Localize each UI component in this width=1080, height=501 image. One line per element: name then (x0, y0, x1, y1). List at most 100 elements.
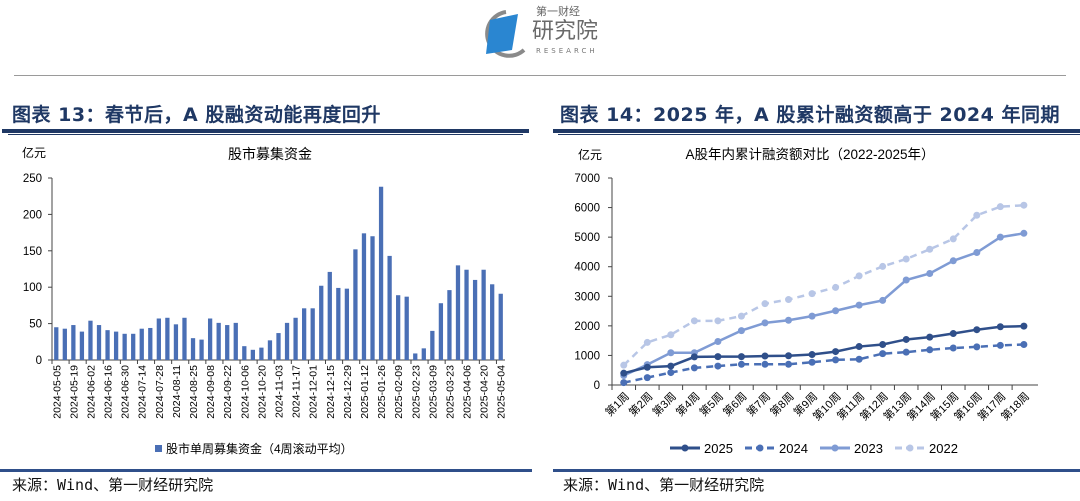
data-point-2025 (902, 335, 910, 343)
legend-marker-2023 (831, 444, 839, 452)
data-point-2024 (832, 356, 840, 364)
bar (498, 293, 503, 360)
figure-14-rule-thin (558, 134, 1080, 135)
bar (378, 186, 384, 360)
bar (131, 333, 136, 360)
bar (284, 322, 290, 360)
data-point-2025 (737, 353, 745, 361)
y-tick-label: 0 (36, 355, 42, 367)
data-point-2025 (949, 330, 957, 338)
y-tick-label: 4000 (574, 262, 600, 274)
data-point-2023 (949, 257, 957, 265)
x-tick-label: 2024-07-14 (137, 365, 149, 419)
bar (464, 269, 469, 360)
x-tick-label: 2024-05-19 (68, 365, 80, 419)
bar (88, 320, 93, 360)
y-tick-label: 0 (594, 380, 600, 392)
bar (447, 290, 452, 360)
data-point-2025 (714, 353, 722, 361)
data-point-2025 (785, 352, 793, 360)
figure-13-source: 来源：Wind、第一财经研究院 (12, 476, 214, 494)
data-point-2023 (808, 312, 816, 320)
bar (472, 279, 478, 360)
data-point-2023 (855, 301, 863, 309)
x-tick-label: 2024-09-08 (205, 365, 217, 419)
bar (148, 327, 153, 360)
bar (173, 324, 179, 360)
x-tick-label: 2024-12-29 (342, 365, 354, 419)
data-point-2022 (667, 331, 675, 339)
x-tick-label: 第8周 (767, 389, 797, 419)
data-point-2025 (973, 326, 981, 334)
data-point-2024 (737, 360, 745, 368)
bar (276, 333, 281, 360)
bar (481, 269, 486, 360)
bar (113, 331, 119, 360)
bar (225, 325, 230, 360)
y-tick-label: 200 (23, 209, 42, 221)
y-tick-label: 50 (29, 319, 42, 331)
data-point-2024 (996, 341, 1004, 349)
bar (165, 317, 170, 360)
x-tick-label: 第5周 (696, 389, 726, 419)
data-point-2025 (1020, 322, 1028, 330)
data-point-2024 (785, 360, 793, 368)
figure-14-title: 图表 14：2025 年，A 股累计融资额高于 2024 年同期 (560, 104, 1060, 126)
x-tick-label: 2025-04-20 (479, 365, 491, 419)
data-point-2022 (832, 283, 840, 291)
bar (293, 317, 298, 360)
x-tick-label: 第1周 (602, 389, 632, 419)
bar (71, 325, 76, 360)
bar (62, 328, 67, 360)
y-tick-label: 7000 (574, 173, 600, 185)
data-point-2023 (714, 338, 722, 346)
x-tick-label: 2024-08-25 (188, 365, 200, 419)
data-point-2022 (1020, 201, 1028, 209)
data-point-2022 (996, 203, 1004, 211)
bar (54, 327, 59, 360)
x-tick-label: 2024-11-03 (274, 365, 286, 418)
bar (370, 236, 375, 360)
logo: 第一财经 研究院 RESEARCH (476, 4, 606, 66)
x-tick-label: 2025-03-23 (444, 365, 456, 419)
bar (250, 349, 255, 360)
x-tick-label: 2024-08-11 (171, 365, 183, 418)
data-point-2025 (832, 348, 840, 356)
data-point-2022 (808, 290, 816, 298)
bar (216, 322, 221, 360)
data-point-2024 (926, 346, 934, 354)
data-point-2023 (832, 307, 840, 315)
bar (233, 322, 238, 360)
logo-emblem-icon (485, 10, 526, 58)
x-tick-label: 2024-12-15 (325, 365, 337, 419)
data-point-2023 (996, 233, 1004, 241)
x-tick-label: 2024-05-05 (51, 365, 63, 419)
bar (490, 284, 495, 360)
data-point-2025 (996, 323, 1004, 331)
x-tick-label: 第6周 (720, 389, 750, 419)
x-tick-label: 2024-09-22 (222, 365, 234, 419)
bar (190, 338, 196, 360)
data-point-2025 (667, 362, 675, 370)
x-tick-label: 第3周 (649, 389, 679, 419)
data-point-2024 (761, 360, 769, 368)
series-line-2023 (623, 232, 1025, 377)
x-tick-label: 2025-02-09 (393, 365, 405, 419)
data-point-2023 (1020, 229, 1028, 237)
bar (156, 318, 161, 360)
y-tick-label: 5000 (574, 232, 600, 244)
data-point-2022 (973, 211, 981, 219)
y-axis-unit: 亿元 (578, 147, 602, 162)
legend-label-2024: 2024 (779, 441, 808, 456)
x-tick-label: 2024-10-20 (256, 365, 268, 419)
header-divider (14, 75, 1066, 76)
data-point-2024 (879, 350, 887, 358)
figure-14-source: 来源：Wind、第一财经研究院 (563, 476, 765, 494)
legend-marker-2025 (681, 444, 689, 452)
data-point-2022 (926, 245, 934, 253)
legend-swatch (155, 445, 162, 452)
data-point-2022 (902, 255, 910, 263)
x-tick-label: 第7周 (743, 389, 773, 419)
bar (319, 285, 324, 360)
bar-chart-fundraising: 股市募集资金 亿元 0 50 100 150 200 250 2024-05-05 2024-05… (22, 145, 508, 456)
